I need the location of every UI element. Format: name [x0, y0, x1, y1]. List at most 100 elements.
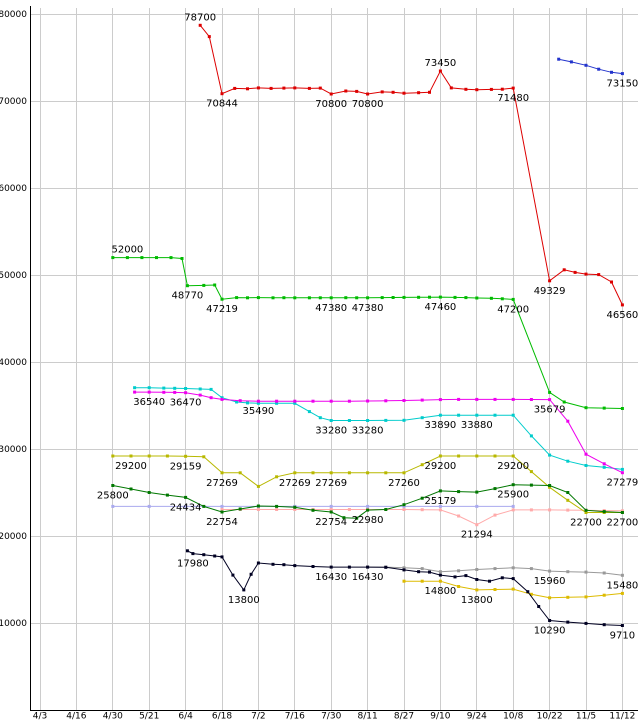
data-point-marker	[256, 401, 260, 405]
data-point-marker	[384, 418, 388, 422]
data-point-marker	[529, 508, 533, 512]
point-value-label: 33880	[461, 420, 493, 431]
point-value-label: 22700	[606, 518, 638, 529]
data-point-marker	[548, 279, 552, 283]
data-point-marker	[620, 467, 624, 471]
data-point-marker	[329, 419, 333, 422]
point-value-label: 16430	[352, 572, 384, 583]
data-point-marker	[597, 67, 601, 71]
data-point-marker	[529, 483, 533, 487]
data-point-marker	[147, 504, 151, 508]
data-point-marker	[384, 471, 388, 475]
data-point-marker	[366, 471, 370, 475]
data-point-marker	[329, 92, 333, 96]
series-red: 78700 70844 70800 70800 73450 71480 49329 46560	[184, 12, 638, 321]
axes	[30, 6, 638, 711]
data-point-marker	[366, 419, 370, 422]
data-point-marker	[511, 397, 515, 401]
data-point-marker	[311, 399, 315, 403]
data-point-marker	[529, 567, 533, 571]
data-point-marker	[384, 565, 388, 569]
y-tick-label: 10000	[0, 619, 27, 629]
data-point-marker	[511, 297, 515, 301]
data-point-marker	[438, 570, 442, 574]
data-point-marker	[428, 295, 431, 299]
data-point-marker	[147, 390, 151, 394]
data-point-marker	[344, 296, 348, 300]
point-value-label: 27260	[388, 478, 420, 489]
data-point-marker	[428, 570, 431, 574]
point-value-label: 70800	[352, 99, 384, 110]
data-point-marker	[111, 504, 115, 508]
data-point-marker	[329, 510, 333, 514]
data-point-marker	[420, 508, 424, 512]
x-tick-label: 4/16	[66, 712, 86, 720]
data-point-marker	[293, 296, 297, 300]
data-point-marker	[209, 387, 213, 391]
y-tick-label: 20000	[0, 532, 27, 542]
data-point-marker	[584, 452, 588, 456]
data-point-marker	[249, 572, 253, 576]
data-point-marker	[489, 296, 493, 300]
x-tick-label: 7/16	[285, 712, 305, 720]
data-point-marker	[185, 284, 189, 288]
data-point-marker	[584, 511, 588, 514]
data-point-marker	[402, 471, 406, 475]
point-value-label: 52000	[111, 245, 143, 256]
data-point-marker	[293, 564, 297, 568]
data-point-marker	[293, 505, 297, 509]
data-point-marker	[488, 579, 491, 583]
data-point-marker	[526, 590, 530, 594]
data-point-marker	[511, 587, 515, 591]
data-point-marker	[318, 416, 322, 420]
data-point-marker	[282, 86, 286, 90]
data-point-marker	[355, 516, 359, 520]
data-point-marker	[256, 86, 260, 90]
data-point-marker	[311, 471, 315, 475]
data-point-marker	[269, 86, 273, 90]
data-point-marker	[566, 419, 570, 423]
data-point-marker	[420, 398, 424, 402]
data-point-marker	[347, 508, 351, 511]
data-point-marker	[307, 296, 311, 300]
series-line-dark-green	[112, 484, 623, 519]
data-point-marker	[537, 605, 541, 608]
data-point-marker	[238, 399, 242, 403]
data-point-marker	[173, 386, 177, 390]
data-point-marker	[380, 296, 384, 300]
data-point-marker	[548, 390, 552, 394]
x-tick-label: 9/24	[467, 712, 487, 720]
data-point-marker	[548, 619, 552, 622]
point-value-label: 13800	[461, 595, 493, 606]
y-axis-labels: 10000 20000 30000 40000 50000 60000 70000 80000	[0, 10, 27, 629]
data-point-marker	[246, 296, 249, 300]
data-point-marker	[282, 296, 286, 300]
data-point-marker	[347, 565, 351, 569]
data-point-marker	[511, 413, 515, 417]
data-point-marker	[402, 566, 406, 570]
data-point-marker	[449, 86, 453, 90]
data-point-marker	[191, 552, 195, 556]
data-point-marker	[602, 406, 606, 410]
data-point-marker	[329, 399, 333, 403]
point-value-label: 33280	[352, 426, 384, 437]
x-tick-label: 4/3	[33, 712, 47, 720]
series-navy: 17980 13800 16430 16430 10290 9710	[177, 549, 635, 642]
data-point-marker	[453, 575, 457, 579]
data-point-marker	[457, 569, 461, 573]
data-point-marker	[329, 471, 333, 475]
data-point-marker	[584, 63, 588, 67]
series-line-magenta	[134, 391, 623, 474]
data-point-marker	[489, 87, 493, 91]
data-point-marker	[475, 413, 479, 417]
data-point-marker	[475, 578, 479, 581]
data-point-marker	[275, 504, 279, 508]
data-point-marker	[438, 398, 442, 402]
data-point-marker	[293, 86, 297, 90]
data-point-marker	[235, 296, 239, 300]
data-point-marker	[475, 454, 479, 458]
data-point-marker	[566, 498, 570, 502]
data-point-marker	[493, 513, 497, 517]
point-value-label: 15480	[606, 580, 638, 591]
